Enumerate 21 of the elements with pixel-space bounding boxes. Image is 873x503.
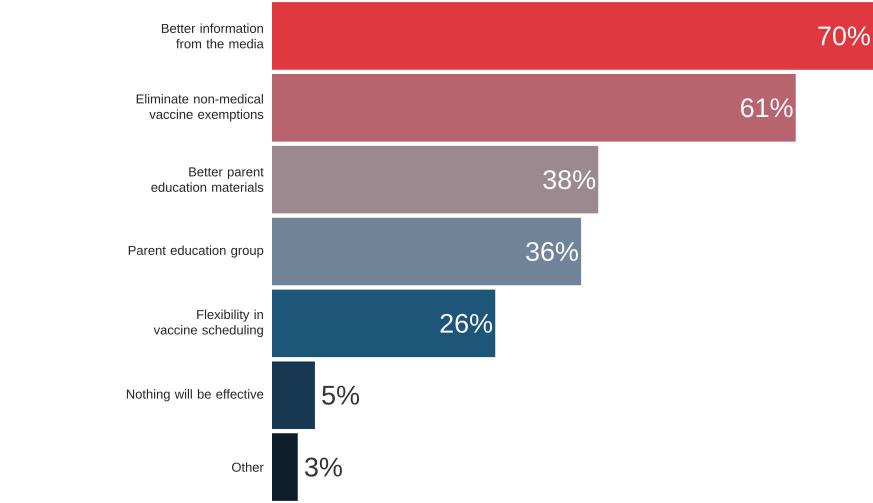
bar [272, 290, 496, 358]
y-tick-label: Eliminate non-medical vaccine exemptions [136, 94, 264, 122]
y-tick-label: Flexibility in vaccine scheduling [154, 310, 263, 338]
data-label: 36% [526, 242, 578, 262]
y-tick-label: Nothing will be effective [126, 389, 264, 402]
bar [272, 218, 582, 286]
y-tick-label: Better information from the media [162, 23, 264, 48]
data-label: 3% [304, 458, 342, 477]
data-label: 26% [440, 314, 492, 333]
data-label: 38% [543, 170, 596, 190]
data-label: 5% [322, 386, 360, 405]
bar [272, 2, 873, 70]
data-label: 61% [741, 98, 793, 118]
bar [272, 433, 298, 501]
bar [272, 146, 598, 214]
y-tick-label: Other [232, 462, 264, 472]
data-label: 70% [818, 26, 870, 46]
y-tick-label: Parent education group [128, 245, 264, 258]
y-tick-label: Better parent education materials [151, 167, 264, 192]
bar [272, 361, 315, 429]
bar [272, 74, 796, 142]
